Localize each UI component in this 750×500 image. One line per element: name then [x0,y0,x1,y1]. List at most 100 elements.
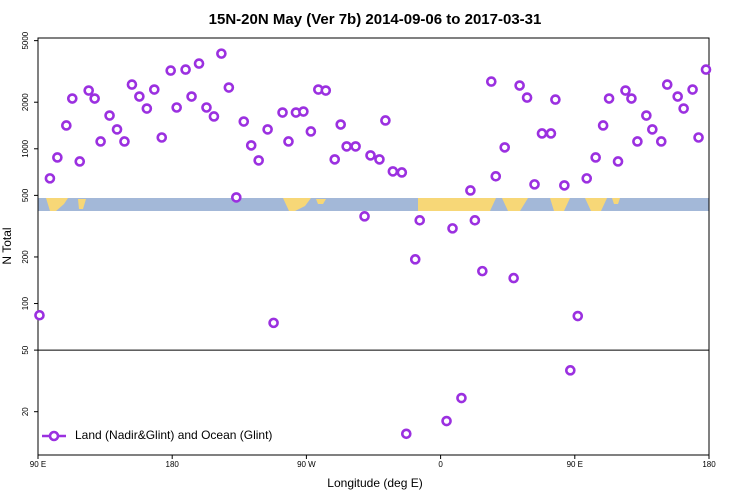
point [104,110,115,121]
point [620,85,631,96]
point [335,119,346,130]
point [597,120,609,131]
point [641,110,652,121]
point [34,309,45,321]
x-tick-label: 180 [166,460,180,469]
point [231,192,242,203]
point [508,272,519,284]
point [603,93,615,104]
point [268,317,279,329]
point [171,102,182,113]
map-strip [38,198,709,211]
point [44,173,56,184]
point [545,128,557,139]
point [193,58,205,69]
point [581,173,593,184]
point [401,428,412,440]
point [201,102,212,113]
point [61,120,72,131]
point [456,392,467,404]
legend-marker [48,430,60,442]
x-tick-label: 0 [438,460,443,469]
y-tick-label: 500 [21,188,30,202]
x-tick-label: 180 [702,460,716,469]
point [536,128,548,139]
point [126,79,138,90]
point [693,132,704,143]
point [414,215,426,226]
point [441,415,452,427]
point [396,167,408,178]
point [661,79,673,90]
x-tick-label: 90 W [297,460,316,469]
point [52,152,63,163]
point [678,103,689,114]
plot-frame [37,37,710,456]
point [74,156,86,167]
point [89,93,100,104]
point [262,124,273,135]
y-tick-label: 50 [21,345,30,354]
y-tick-label: 2000 [21,93,30,111]
point [141,103,153,114]
point [409,254,421,265]
point [490,171,502,182]
point [165,65,177,76]
point [469,215,481,226]
point [156,132,168,143]
point [277,107,288,118]
point [216,48,227,59]
point [700,64,712,75]
point [687,84,698,95]
point [647,124,658,135]
point [186,91,197,102]
point [95,136,106,147]
point [119,136,130,147]
x-tick-label: 90 E [567,460,583,469]
point [149,84,160,95]
point [380,115,391,126]
point [341,141,352,152]
y-axis-label: N Total [0,227,14,264]
point [465,185,476,196]
point [208,111,220,122]
point [305,126,317,137]
point [329,154,341,165]
point [655,136,667,147]
point [590,152,601,163]
point [238,116,250,127]
point [350,141,361,152]
point [180,64,191,75]
y-tick-label: 200 [21,250,30,264]
point [320,85,332,96]
y-tick-label: 20 [21,407,30,416]
point [111,124,123,135]
point [632,136,643,147]
chart-title: 15N-20N May (Ver 7b) 2014-09-06 to 2017-… [209,11,542,28]
point [374,154,385,165]
point [559,180,570,191]
point [245,140,257,151]
point [447,223,458,234]
x-tick-label: 90 E [30,460,46,469]
point [359,211,370,222]
point [672,91,683,102]
point [223,82,235,93]
point [612,156,624,167]
y-tick-label: 100 [21,296,30,310]
legend-label: Land (Nadir&Glint) and Ocean (Glint) [75,428,272,442]
point [572,310,584,322]
point [565,365,576,376]
point [477,265,488,277]
x-axis-label: Longitude (deg E) [327,476,422,490]
point [529,179,540,190]
point [514,80,525,91]
point [626,93,637,104]
point [298,106,309,117]
point [253,155,264,166]
point [365,150,376,161]
point [83,85,94,96]
y-tick-label: 1000 [21,139,30,157]
point [134,91,145,102]
